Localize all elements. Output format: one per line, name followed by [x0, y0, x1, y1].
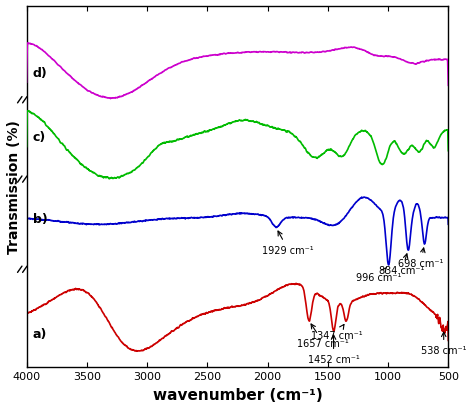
Text: 1347 cm⁻¹: 1347 cm⁻¹ — [311, 325, 363, 341]
Text: c): c) — [33, 131, 46, 144]
Text: d): d) — [33, 67, 47, 80]
Y-axis label: Transmission (%): Transmission (%) — [7, 120, 21, 254]
Text: 1929 cm⁻¹: 1929 cm⁻¹ — [262, 231, 314, 255]
Text: 538 cm⁻¹: 538 cm⁻¹ — [421, 333, 466, 355]
Text: 1657 cm⁻¹: 1657 cm⁻¹ — [298, 324, 349, 348]
Text: b): b) — [33, 213, 47, 225]
Text: 698 cm⁻¹: 698 cm⁻¹ — [398, 248, 444, 268]
X-axis label: wavenumber (cm⁻¹): wavenumber (cm⁻¹) — [153, 387, 322, 402]
Text: 1452 cm⁻¹: 1452 cm⁻¹ — [308, 335, 359, 364]
Text: 996 cm⁻¹: 996 cm⁻¹ — [356, 268, 401, 283]
Text: 834 cm⁻¹: 834 cm⁻¹ — [379, 254, 425, 276]
Text: a): a) — [33, 327, 47, 340]
